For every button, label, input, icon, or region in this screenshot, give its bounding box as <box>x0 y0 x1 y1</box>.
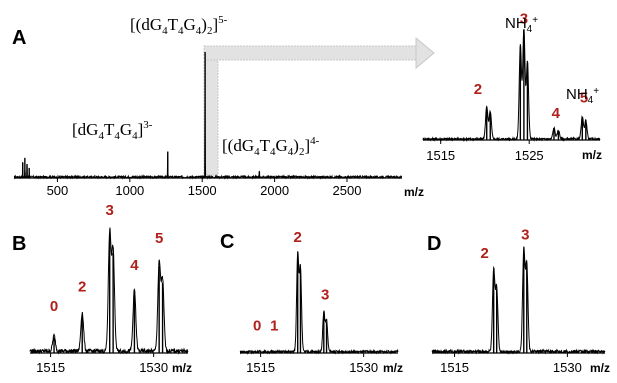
peak-label-0: 0 <box>50 298 58 315</box>
ammonium-label-3: NH4+ <box>505 15 538 35</box>
panel-c-ticks: 1515 1530 <box>246 353 378 375</box>
panel-label-a: A <box>12 27 26 49</box>
panel-d-spectrum: 1515 1530 23 m/z <box>431 227 610 375</box>
tick-label: 1530 <box>139 360 168 375</box>
spectrum-line <box>422 28 601 142</box>
zoom-arrow-head <box>415 36 435 70</box>
tick-label: 1515 <box>246 360 275 375</box>
panel-a-ticks: 500 1000 1500 2000 2500 <box>47 178 362 198</box>
peak-label-2: 2 <box>480 245 488 262</box>
panel-c-spectrum: 1515 1530 0 1 2 3 m/z <box>239 229 403 375</box>
ammonium-label-5: NH4+ <box>566 86 599 106</box>
zoom-arrow <box>203 36 435 176</box>
panel-d-ticks: 1515 1530 <box>440 353 582 375</box>
tick-label: 1515 <box>440 360 469 375</box>
panel-b-peak-labels: 0 2 3 45 <box>50 202 163 315</box>
peak-label-4: 4 <box>552 105 561 122</box>
panel-b-ticks: 1515 1530 <box>36 353 168 375</box>
tick-label: 1515 <box>36 360 65 375</box>
tick-label: 2500 <box>333 183 362 198</box>
annotation-dimer-5minus: [(dG4T4G4)2]5- <box>130 14 228 37</box>
panel-label-b: B <box>12 233 26 255</box>
inset-peak-labels: 2 3 4 5 <box>474 10 589 122</box>
panel-label-d: D <box>427 233 441 255</box>
tick-label: 500 <box>47 183 69 198</box>
panel-a-xlabel: m/z <box>404 185 424 199</box>
panel-label-c: C <box>220 231 234 253</box>
spectrum-line <box>13 95 403 180</box>
tick-label: 1515 <box>426 148 455 163</box>
panel-a-spectrum: 500 1000 1500 2000 2500 m/z <box>13 52 424 199</box>
peak-label-4: 4 <box>130 257 139 274</box>
peak-label-1: 1 <box>270 317 278 334</box>
peak-label-3: 3 <box>106 202 114 219</box>
spectrum-line <box>431 246 606 355</box>
tick-label: 1530 <box>553 360 582 375</box>
panel-c-xlabel: m/z <box>383 361 403 375</box>
panel-c-peak-labels: 0 1 2 3 <box>253 229 329 335</box>
panel-b-xlabel: m/z <box>172 361 192 375</box>
peak-label-0: 0 <box>253 317 261 334</box>
zoom-arrow-shaft-horizontal <box>203 45 418 61</box>
inset-ticks: 1515 1525 <box>426 140 544 163</box>
peak-label-3: 3 <box>521 227 529 244</box>
annotation-monomer-3minus: [dG4T4G4]3- <box>72 119 153 142</box>
tick-label: 2000 <box>260 183 289 198</box>
panel-d-trace <box>431 246 606 355</box>
panel-c-trace <box>239 250 399 355</box>
inset-trace <box>422 28 601 142</box>
panel-b-spectrum: 1515 1530 0 2 3 45 m/z <box>29 202 192 375</box>
tick-label: 1525 <box>515 148 544 163</box>
tick-label: 1500 <box>188 183 217 198</box>
annotation-dimer-4minus: [(dG4T4G4)2]4- <box>222 135 320 158</box>
panel-d-peak-labels: 23 <box>480 227 529 263</box>
peak-label-2: 2 <box>294 229 302 246</box>
peak-label-3: 3 <box>321 286 329 303</box>
panel-b-trace <box>29 227 189 355</box>
peak-label-5: 5 <box>155 230 163 247</box>
peak-label-5: 5 <box>580 90 588 107</box>
tick-label: 1530 <box>349 360 378 375</box>
tick-label: 1000 <box>115 183 144 198</box>
zoom-arrow-shaft-vertical <box>203 59 219 176</box>
peak-label-2: 2 <box>474 81 482 98</box>
panel-d-xlabel: m/z <box>590 361 610 375</box>
panel-a-inset-spectrum: 1515 1525 2 3 4 5 m/z <box>422 10 602 163</box>
panel-a-trace <box>13 52 403 180</box>
spectrum-line <box>239 250 399 355</box>
peak-label-3: 3 <box>520 10 528 27</box>
peak-label-2: 2 <box>78 279 86 296</box>
inset-xlabel: m/z <box>582 148 602 162</box>
